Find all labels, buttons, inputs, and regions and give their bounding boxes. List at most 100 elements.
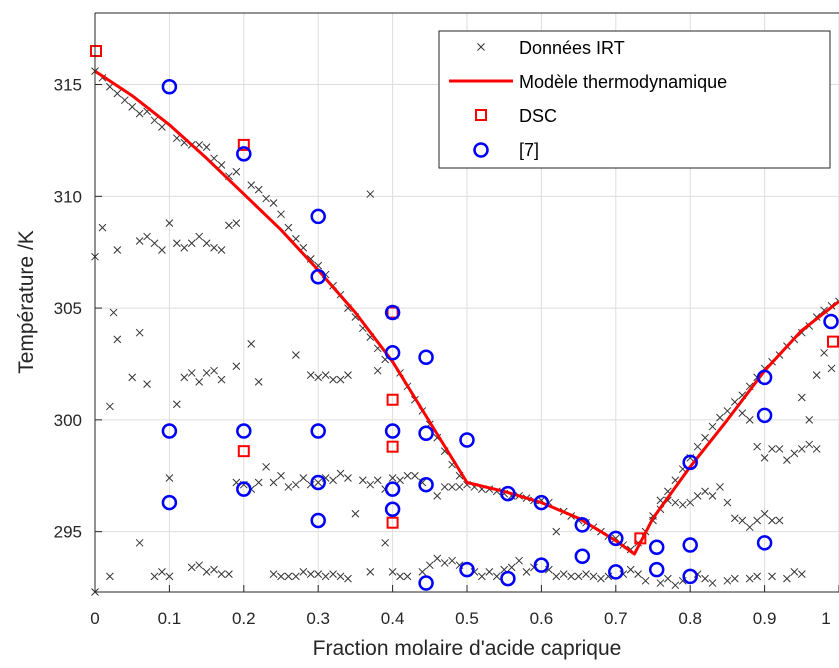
model-line	[94, 69, 839, 556]
x-axis-label: Fraction molaire d'acide caprique	[313, 637, 622, 660]
irt-point	[708, 492, 717, 500]
irt-point	[232, 219, 241, 227]
irt-point	[106, 82, 114, 91]
irt-point	[254, 478, 263, 487]
irt-point	[165, 572, 174, 581]
irt-point	[344, 474, 352, 482]
irt-point	[306, 570, 315, 578]
y-axis-label: Température /K	[15, 230, 38, 374]
irt-point	[381, 538, 390, 547]
dsc-point	[237, 445, 250, 458]
y-tick-label: 295	[54, 523, 82, 542]
irt-point	[217, 246, 226, 254]
irt-point	[492, 572, 501, 581]
irt-point	[738, 409, 747, 418]
irt-point	[329, 476, 337, 485]
irt-point	[172, 239, 181, 248]
irt-point	[358, 476, 367, 485]
ref7-point	[459, 561, 475, 578]
series-model	[94, 69, 839, 556]
irt-point	[113, 89, 122, 98]
irt-point	[701, 433, 709, 442]
irt-point	[284, 483, 293, 491]
ref7-point	[459, 432, 475, 448]
ref7-point	[608, 564, 624, 580]
legend-marker-square	[475, 109, 487, 121]
y-tick-label: 305	[54, 299, 82, 318]
ref7-point	[310, 208, 326, 225]
irt-point	[98, 223, 107, 232]
ref7-point	[310, 512, 326, 529]
irt-point	[150, 239, 159, 248]
legend-x-glyph	[477, 43, 485, 51]
irt-point	[344, 371, 352, 380]
irt-point	[277, 471, 285, 480]
irt-point	[351, 509, 360, 518]
dsc-point	[90, 45, 102, 58]
series-ref7	[161, 79, 839, 591]
irt-point	[195, 232, 204, 241]
irt-point	[232, 167, 241, 176]
irt-point	[753, 572, 762, 581]
irt-point	[336, 572, 345, 581]
irt-point	[768, 445, 776, 453]
ref7-point	[384, 481, 401, 497]
ref7-point	[574, 517, 591, 533]
irt-point	[433, 492, 442, 500]
irt-point	[678, 500, 687, 509]
irt-point	[656, 579, 665, 587]
irt-point	[797, 393, 806, 402]
irt-point	[232, 362, 241, 371]
y-tick-label: 300	[54, 411, 82, 430]
irt-point	[254, 378, 263, 386]
ref7-point	[384, 501, 401, 518]
irt-point	[366, 568, 375, 576]
irt-point	[701, 487, 709, 496]
irt-point	[195, 561, 204, 570]
irt-point	[745, 523, 754, 532]
irt-point	[158, 123, 166, 131]
irt-point	[113, 335, 122, 344]
legend-item-dsc: DSC	[475, 106, 557, 126]
ref7-point	[500, 485, 516, 502]
irt-point	[768, 572, 776, 581]
irt-point	[135, 328, 144, 337]
ref7-point	[418, 349, 434, 366]
irt-point	[366, 190, 375, 198]
irt-point	[388, 568, 397, 576]
irt-point	[292, 572, 300, 581]
irt-point	[262, 194, 270, 203]
irt-point	[448, 556, 456, 565]
irt-point	[433, 554, 442, 563]
axes	[94, 12, 839, 593]
irt-point	[626, 565, 635, 574]
irt-point	[262, 462, 270, 471]
irt-point	[589, 572, 598, 581]
ref7-point	[384, 423, 401, 439]
dsc-point	[827, 335, 839, 348]
ref7-point	[756, 407, 773, 424]
irt-point	[582, 570, 590, 578]
irt-point	[664, 574, 672, 583]
irt-point	[812, 445, 821, 453]
ref7-point	[161, 494, 178, 511]
ref7-point	[384, 304, 401, 321]
irt-point	[738, 516, 747, 525]
irt-point	[730, 398, 739, 406]
irt-point	[723, 576, 732, 585]
irt-point	[753, 516, 762, 525]
irt-point	[760, 454, 769, 462]
irt-point	[210, 565, 218, 574]
dsc-point	[237, 138, 250, 151]
y-tick-labels: 295 300 305 310 315	[54, 76, 82, 542]
irt-point	[187, 369, 196, 377]
ref7-point	[823, 313, 839, 330]
irt-point	[805, 440, 814, 449]
irt-point	[448, 483, 456, 491]
irt-point	[299, 474, 308, 482]
irt-point	[247, 181, 256, 189]
irt-point	[150, 116, 159, 125]
dsc-point	[386, 440, 399, 453]
irt-point	[455, 483, 464, 491]
legend-item-model: Modèle thermodynamique	[449, 72, 727, 92]
